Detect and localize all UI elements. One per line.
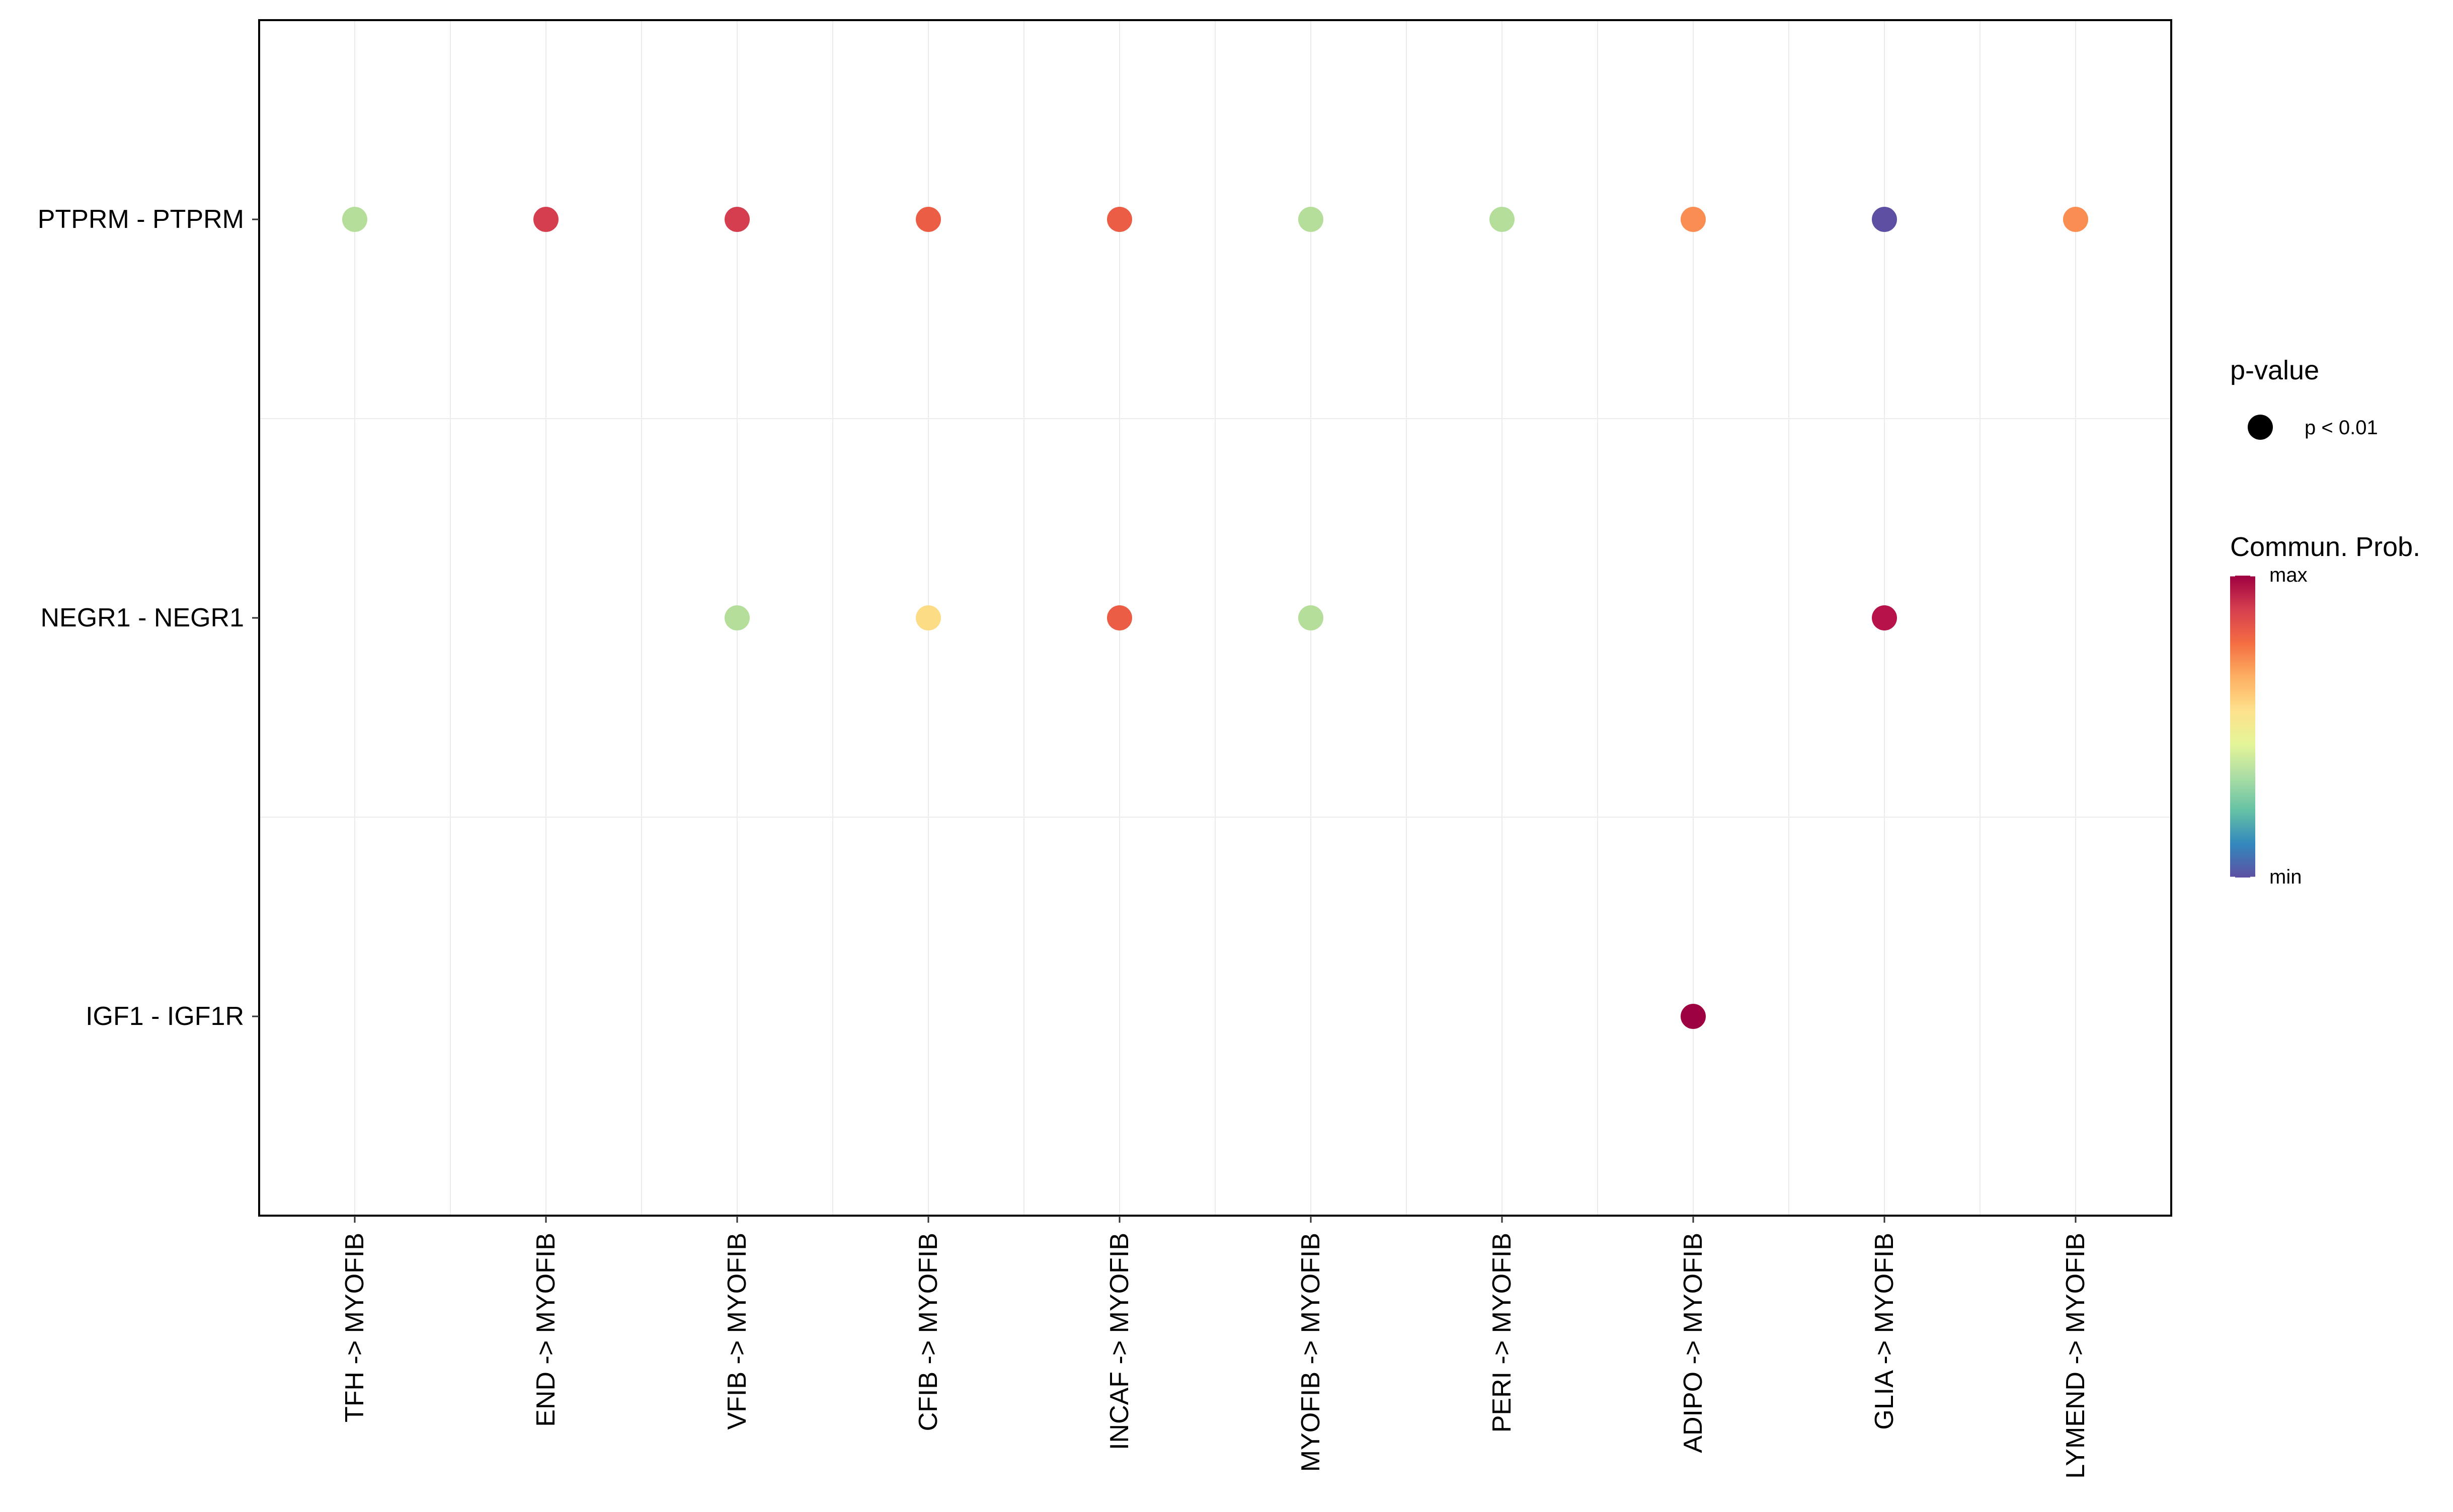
x-axis: TFH -> MYOFIB END -> MYOFIB VFIB -> MYOFIB… <box>340 1216 2090 1479</box>
size-legend-title: p-value <box>2230 355 2319 385</box>
x-tick-label: PERI -> MYOFIB <box>1487 1233 1517 1433</box>
data-point <box>342 207 367 232</box>
x-tick-label: LYMEND -> MYOFIB <box>2061 1233 2090 1479</box>
data-point <box>533 207 559 232</box>
x-tick-label: CFIB -> MYOFIB <box>914 1233 943 1431</box>
x-tick-label: MYOFIB -> MYOFIB <box>1296 1233 1325 1472</box>
y-tick-label: NEGR1 - NEGR1 <box>40 603 244 632</box>
data-point <box>1489 207 1515 232</box>
colorbar-min-label: min <box>2269 866 2302 888</box>
colorbar-max-label: max <box>2269 564 2308 586</box>
data-point <box>1681 1004 1706 1029</box>
x-tick-label: TFH -> MYOFIB <box>340 1233 369 1422</box>
data-point <box>1872 207 1897 232</box>
color-legend-title: Commun. Prob. <box>2230 532 2420 562</box>
y-tick-label: PTPRM - PTPRM <box>38 205 244 234</box>
data-point <box>916 207 941 232</box>
data-point <box>2063 207 2088 232</box>
legend: p-value p < 0.01 Commun. Prob. max min <box>2230 355 2420 888</box>
size-legend-label: p < 0.01 <box>2305 417 2378 439</box>
size-legend-dot <box>2248 415 2273 440</box>
data-point <box>1298 605 1323 630</box>
colorbar <box>2230 576 2255 878</box>
data-point <box>1872 605 1897 630</box>
x-tick-label: ADIPO -> MYOFIB <box>1679 1233 1708 1453</box>
data-points <box>342 207 2088 1029</box>
x-tick-label: GLIA -> MYOFIB <box>1870 1233 1899 1430</box>
data-point <box>725 207 750 232</box>
data-point <box>1107 207 1132 232</box>
x-tick-label: INCAF -> MYOFIB <box>1105 1233 1134 1450</box>
y-axis: PTPRM - PTPRM NEGR1 - NEGR1 IGF1 - IGF1R <box>38 205 259 1031</box>
data-point <box>1107 605 1132 630</box>
data-point <box>1298 207 1323 232</box>
x-tick-label: VFIB -> MYOFIB <box>723 1233 752 1430</box>
data-point <box>725 605 750 630</box>
y-tick-label: IGF1 - IGF1R <box>86 1002 244 1031</box>
x-tick-label: END -> MYOFIB <box>531 1233 561 1427</box>
data-point <box>1681 207 1706 232</box>
data-point <box>916 605 941 630</box>
